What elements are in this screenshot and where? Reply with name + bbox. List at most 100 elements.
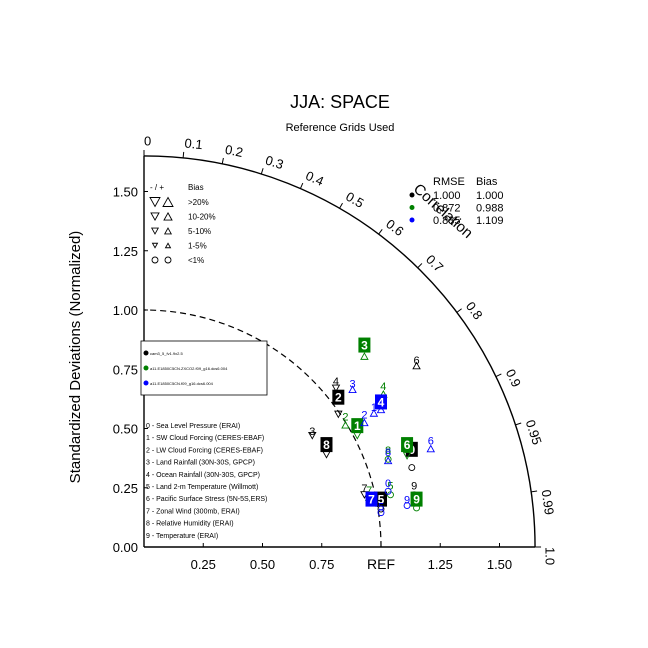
triangle-up-marker — [360, 418, 369, 427]
corr-tick-label: 1.0 — [543, 547, 558, 565]
stats-header-rmse: RMSE — [433, 176, 465, 188]
triangle-down-marker — [331, 384, 341, 393]
triangle-up-marker — [376, 405, 386, 414]
point-label-box — [365, 491, 378, 507]
corr-tick-label: 0.8 — [463, 299, 486, 322]
corr-tick-label: 0.95 — [523, 418, 545, 447]
triangle-down-marker — [150, 212, 160, 222]
bias-legend-header: Bias — [188, 183, 204, 192]
triangle-down-marker — [334, 410, 343, 419]
triangle-up-marker — [348, 385, 357, 393]
bias-legend-sign-header: - / + — [150, 183, 164, 192]
point-label: 6 — [404, 438, 411, 452]
point-label: 4 — [380, 381, 386, 393]
triangle-up-marker — [369, 409, 379, 417]
stats-header-bias: Bias — [476, 176, 498, 188]
triangle-up-marker — [383, 456, 393, 465]
point-label-box — [320, 437, 333, 453]
triangle-down-marker — [151, 242, 159, 249]
bias-legend-label: 10-20% — [188, 213, 216, 222]
corr-tick-mark — [531, 490, 538, 493]
triangle-down-marker — [150, 227, 160, 235]
variable-legend-item: 3 - Land Rainfall (30N-30S, GPCP) — [146, 460, 255, 467]
x-tick-label: 1.25 — [428, 557, 453, 572]
variable-legend-item: 4 - Ocean Rainfall (30N-30S, GPCP) — [146, 472, 260, 479]
stats-bias: 1.000 — [476, 190, 504, 202]
triangle-down-marker — [308, 432, 317, 440]
y-tick-label: 0.25 — [113, 481, 138, 496]
model-legend-dot — [143, 350, 149, 356]
point-label: 3 — [349, 378, 355, 390]
point-label: 2 — [342, 412, 348, 424]
model-legend-label: a11.E1850C5CN.ZXCO2.f09_g16.dcs6.004 — [150, 366, 228, 371]
point-label: 1 — [354, 419, 361, 433]
triangle-down-marker — [322, 450, 331, 459]
chart-subtitle: Reference Grids Used — [286, 122, 395, 134]
model-legend-dot — [143, 380, 149, 386]
x-tick-label: 0.25 — [191, 557, 216, 572]
stats-bias: 0.988 — [476, 203, 504, 215]
x-tick-label: 1.50 — [487, 557, 512, 572]
x-tick-label: 0.50 — [250, 557, 275, 572]
point-label: 9 — [404, 495, 410, 507]
point-label: 7 — [366, 485, 372, 497]
stats-rmse: 1.000 — [433, 190, 461, 202]
corr-tick-label: 0.6 — [383, 216, 406, 239]
point-label: 8 — [323, 438, 330, 452]
y-tick-label: 1.25 — [113, 244, 138, 259]
y-tick-label: 0.75 — [113, 362, 138, 377]
circle-marker — [384, 487, 392, 495]
point-label: 4 — [378, 395, 385, 409]
corr-tick-label: 0.9 — [503, 367, 524, 390]
corr-tick-mark — [515, 422, 522, 426]
x-tick-label: 0.75 — [309, 557, 334, 572]
variable-legend-item: 2 - LW Cloud Forcing (CERES-EBAF) — [146, 447, 263, 454]
corr-tick-label: 0.99 — [539, 489, 557, 516]
point-label: 8 — [385, 447, 391, 459]
circle-marker — [408, 464, 416, 472]
corr-tick-label: 0.7 — [423, 252, 446, 275]
corr-tick-mark — [417, 263, 423, 269]
point-label: 3 — [361, 339, 368, 353]
circle-marker — [151, 256, 159, 264]
circle-marker — [403, 502, 411, 509]
variable-legend-item: 5 - Land 2-m Temperature (Willmott) — [146, 484, 258, 491]
triangle-down-marker — [402, 452, 412, 460]
data-points: 0234567891234567890123456789 — [308, 337, 436, 517]
point-label: 6 — [428, 435, 434, 447]
stats-dot — [409, 217, 415, 223]
variable-legend-item: 8 - Relative Humidity (ERAI) — [146, 521, 234, 528]
triangle-up-marker — [341, 420, 350, 429]
point-label-box — [332, 389, 345, 405]
corr-tick-mark — [378, 229, 383, 235]
corr-tick-mark — [221, 157, 224, 164]
corr-tick-label: 0.4 — [303, 168, 326, 189]
y-tick-label: 0.00 — [113, 540, 138, 555]
corr-tick-label: 0.2 — [224, 142, 245, 160]
variable-legend-item: 7 - Zonal Wind (300mb, ERAI) — [146, 508, 240, 515]
variable-legend-item: 6 - Pacific Surface Stress (5N-5S,ERS) — [146, 496, 267, 503]
stats-rmse: 0.872 — [433, 203, 461, 215]
corr-tick-label: 0.5 — [343, 189, 366, 211]
point-label: 5 — [387, 480, 393, 492]
circle-marker — [377, 509, 385, 517]
corr-tick-mark — [339, 202, 343, 209]
point-label-box — [401, 437, 414, 453]
legends: - / + Bias >20% 10-20% 5-10% 1-5% <1% cam3_5_fv… — [140, 176, 504, 540]
point-label: 7 — [368, 493, 375, 507]
corr-tick-label: 0.1 — [184, 135, 203, 152]
triangle-up-marker — [426, 444, 436, 453]
model-legend-label: cam3_5_fv1.9x2.5 — [150, 351, 183, 356]
point-label: 9 — [413, 493, 420, 507]
outer-arc — [143, 155, 536, 548]
point-label: 0 — [385, 478, 391, 490]
model-legend-box — [140, 340, 268, 396]
triangle-up-marker — [163, 211, 173, 221]
triangle-up-marker — [164, 242, 172, 249]
triangle-down-marker — [149, 197, 161, 208]
bias-legend-label: 5-10% — [188, 227, 211, 236]
bias-legend-label: >20% — [188, 198, 209, 207]
y-tick-label: 1.00 — [113, 303, 138, 318]
corr-tick-mark — [495, 373, 502, 377]
